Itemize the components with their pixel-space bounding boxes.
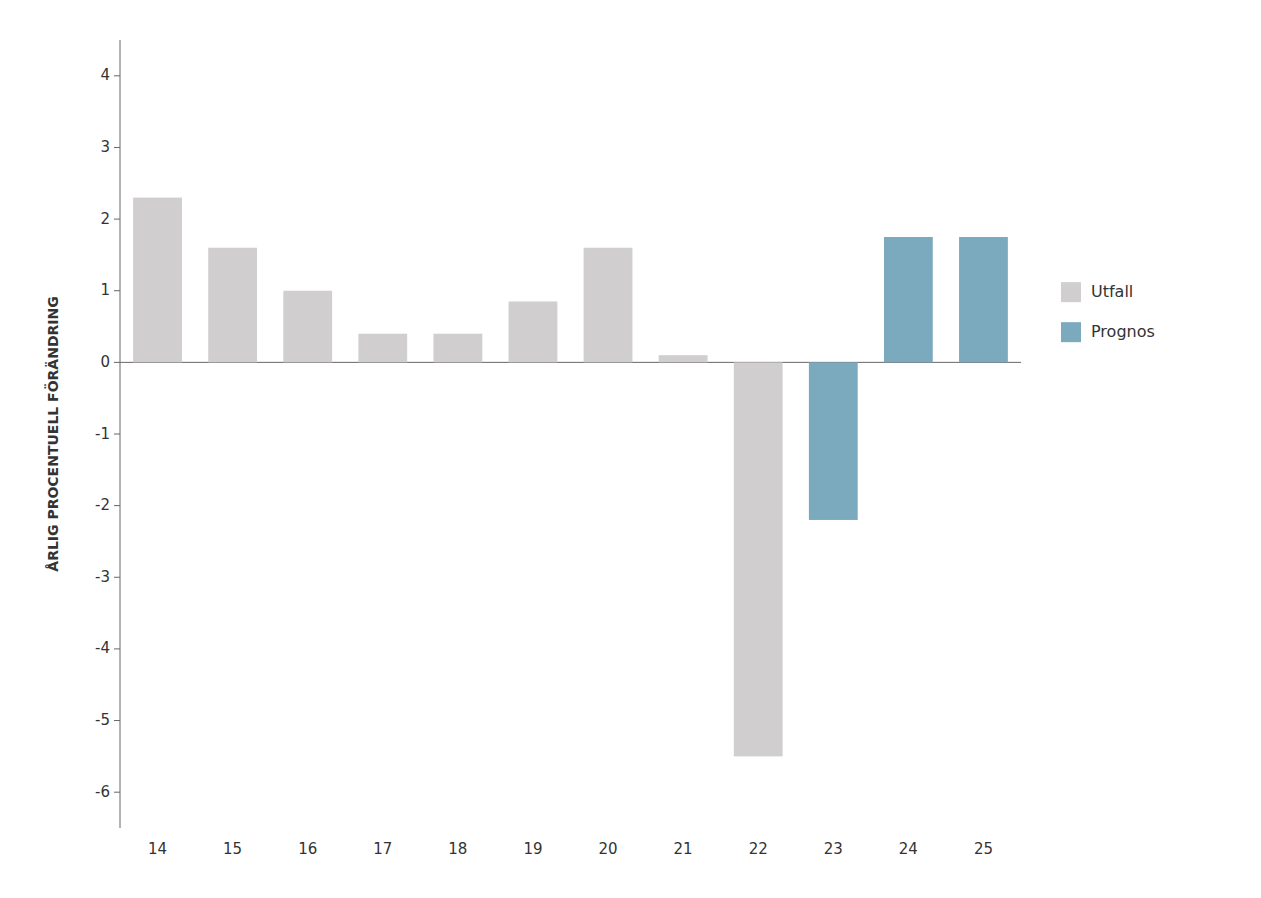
x-tick-label: 19 — [523, 840, 542, 858]
y-tick-label: 1 — [100, 281, 110, 299]
y-tick-label: 2 — [100, 210, 110, 228]
y-tick — [114, 290, 120, 291]
y-tick-label: -6 — [95, 783, 110, 801]
legend-label: Utfall — [1091, 282, 1133, 301]
x-tick-label: 17 — [373, 840, 392, 858]
legend-swatch — [1061, 282, 1081, 302]
bar — [584, 248, 633, 363]
y-tick-label: -2 — [95, 496, 110, 514]
legend-label: Prognos — [1091, 322, 1155, 341]
x-tick-label: 18 — [448, 840, 467, 858]
y-tick — [114, 75, 120, 76]
legend: Utfall Prognos — [1061, 282, 1155, 343]
y-tick — [114, 648, 120, 649]
bars — [133, 198, 1008, 757]
chart-container: -6-5-4-3-2-10123414151617181920212223242… — [0, 0, 1261, 898]
y-tick — [114, 792, 120, 793]
y-tick-label: 3 — [100, 138, 110, 156]
y-axis-label: ÅRLIG PROCENTUELL FÖRÄNDRING — [44, 296, 61, 571]
bar — [133, 198, 182, 363]
y-axis: -6 -5 -4 -3 -2 -1 0 1 2 3 4 — [95, 40, 120, 828]
y-tick-label: 0 — [100, 353, 110, 371]
legend-swatch — [1061, 322, 1081, 342]
bar — [734, 362, 783, 756]
bar — [884, 237, 933, 362]
y-tick-label: -4 — [95, 639, 110, 657]
y-axis-line — [120, 40, 121, 828]
y-tick-label: 4 — [100, 66, 110, 84]
x-tick-label: 14 — [148, 840, 167, 858]
x-tick-label: 21 — [674, 840, 693, 858]
x-tick-label: 25 — [974, 840, 993, 858]
y-tick-label: -1 — [95, 425, 110, 443]
x-tick-label: 22 — [749, 840, 768, 858]
bar — [208, 248, 257, 363]
y-tick-label: -5 — [95, 711, 110, 729]
bar — [809, 362, 858, 520]
x-tick-label: 15 — [223, 840, 242, 858]
bar — [509, 301, 558, 362]
bar — [959, 237, 1008, 362]
x-axis: 14 15 16 17 18 19 20 21 22 23 24 25 — [148, 840, 993, 858]
x-tick-label: 20 — [598, 840, 617, 858]
y-tick — [114, 219, 120, 220]
x-tick-label: 16 — [298, 840, 317, 858]
x-tick-label: 24 — [899, 840, 918, 858]
chart-svg: -6-5-4-3-2-10123414151617181920212223242… — [0, 0, 1261, 898]
y-tick — [114, 505, 120, 506]
y-tick — [114, 147, 120, 148]
y-tick — [114, 720, 120, 721]
bar — [659, 355, 708, 362]
bar — [358, 334, 407, 363]
bar — [433, 334, 482, 363]
y-tick — [114, 577, 120, 578]
x-tick-label: 23 — [824, 840, 843, 858]
y-tick-label: -3 — [95, 568, 110, 586]
bar — [283, 291, 332, 363]
y-tick — [114, 434, 120, 435]
y-tick — [114, 362, 120, 363]
